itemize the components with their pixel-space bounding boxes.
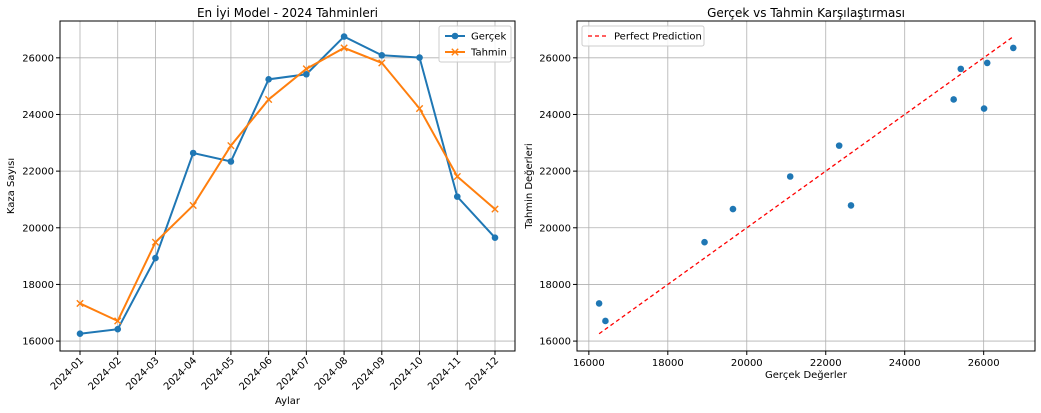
- x-marker-stroke: [453, 172, 461, 181]
- line-chart-grid: [60, 21, 515, 351]
- y-tick-label: 22000: [539, 167, 571, 178]
- y-tick-label: 16000: [22, 337, 54, 348]
- scatter-chart-y-axis-label: Tahmin Değerleri: [523, 143, 535, 229]
- x-marker-stroke: [227, 141, 235, 150]
- legend-label: Perfect Prediction: [614, 32, 702, 43]
- data-point: [302, 65, 311, 73]
- scatter-point: [595, 300, 603, 307]
- x-tick-label: 26000: [968, 358, 1000, 369]
- data-point: [151, 238, 160, 246]
- x-marker-stroke: [302, 65, 311, 73]
- x-tick-label: 18000: [652, 358, 684, 369]
- scatter-chart-axes-frame: [576, 20, 1036, 352]
- y-tick-label: 24000: [22, 110, 54, 121]
- legend-label: Gerçek: [471, 32, 506, 43]
- scatter-chart-ticks: 16000 18000 20000 22000 24000 26000 16000 18000…: [539, 53, 999, 369]
- data-point: [227, 158, 235, 165]
- legend-marker: [451, 48, 459, 56]
- data-point: [152, 254, 159, 262]
- line-chart-axes-frame: [59, 20, 516, 352]
- line-chart-y-axis-label: Kaza Sayısı: [6, 158, 17, 214]
- scatter-point: [847, 202, 855, 209]
- scatter-chart-grid: [577, 21, 1035, 351]
- y-tick-label: 16000: [539, 337, 571, 348]
- y-tick-label: 18000: [22, 280, 54, 291]
- data-point: [76, 299, 84, 308]
- data-point: [340, 44, 348, 52]
- scatter-point: [786, 173, 794, 180]
- scatter-chart-plot-area: [595, 36, 1017, 335]
- x-marker-stroke: [415, 104, 424, 113]
- line-chart-plot-area: [76, 33, 499, 338]
- series-line: [79, 46, 496, 323]
- scatter-point: [602, 317, 609, 325]
- line-chart-legend: Gerçek Tahmin: [438, 25, 512, 63]
- line-chart-x-axis-label: Aylar: [275, 396, 301, 407]
- data-point: [114, 317, 122, 325]
- x-marker-stroke: [189, 201, 197, 210]
- x-tick-label: 16000: [573, 358, 605, 369]
- data-point: [378, 51, 386, 59]
- data-point: [378, 59, 386, 67]
- scatter-point: [983, 59, 991, 67]
- data-point: [491, 205, 499, 213]
- x-marker-stroke: [114, 317, 122, 325]
- x-marker-stroke: [151, 238, 160, 246]
- y-tick-label: 18000: [539, 280, 571, 291]
- perfect-prediction-line: [598, 36, 1014, 335]
- x-marker-stroke: [378, 59, 386, 67]
- scatter-chart-legend: Perfect Prediction: [581, 25, 705, 47]
- data-point: [453, 193, 461, 200]
- scatter-point: [1009, 44, 1017, 52]
- legend-marker: [451, 32, 459, 40]
- data-point: [76, 330, 84, 338]
- y-tick-label: 20000: [22, 223, 54, 234]
- x-tick-label: 22000: [810, 358, 842, 369]
- x-marker-stroke: [264, 95, 273, 104]
- series-line: [79, 35, 496, 335]
- legend-label: Tahmin: [470, 48, 507, 59]
- data-point: [453, 172, 461, 181]
- legend-box: [581, 25, 705, 47]
- data-point: [189, 201, 197, 210]
- scatter-point: [950, 96, 957, 103]
- x-tick-label: 20000: [731, 358, 763, 369]
- y-tick-label: 22000: [22, 167, 54, 178]
- scatter-point: [835, 142, 843, 149]
- y-tick-label: 24000: [539, 110, 571, 121]
- scatter-point: [701, 238, 708, 246]
- x-marker-stroke: [340, 44, 348, 52]
- data-point: [264, 95, 273, 104]
- data-point: [303, 70, 310, 78]
- x-marker-stroke: [76, 299, 84, 308]
- x-tick-label: 24000: [889, 358, 921, 369]
- scatter-chart-title: Gerçek vs Tahmin Karşılaştırması: [707, 6, 905, 20]
- data-point: [340, 33, 348, 40]
- scatter-point: [980, 105, 988, 112]
- scatter-point: [729, 205, 737, 213]
- data-point: [227, 141, 235, 150]
- y-tick-label: 26000: [539, 53, 571, 64]
- scatter-point: [957, 65, 965, 73]
- scatter-chart: 16000 18000 20000 22000 24000 26000 16000 18000…: [523, 6, 1036, 381]
- y-tick-label: 20000: [539, 223, 571, 234]
- data-point: [415, 104, 424, 113]
- data-point: [491, 234, 499, 241]
- data-point: [265, 76, 272, 83]
- x-marker-stroke: [491, 205, 499, 213]
- y-tick-label: 26000: [22, 53, 54, 64]
- data-point: [189, 149, 197, 157]
- line-chart-title: En İyi Model - 2024 Tahminleri: [197, 5, 378, 20]
- data-point: [416, 54, 423, 61]
- data-point: [114, 325, 122, 333]
- scatter-chart-x-axis-label: Gerçek Değerler: [765, 369, 848, 381]
